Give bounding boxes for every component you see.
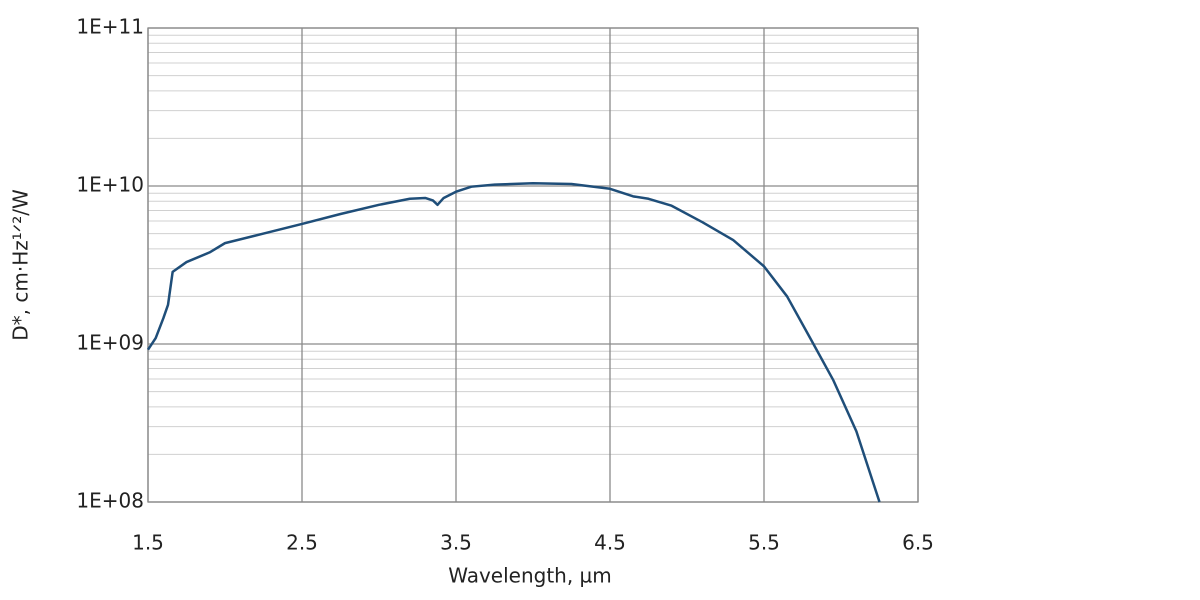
y-tick-label: 1E+11	[76, 15, 144, 39]
y-tick-label: 1E+09	[76, 331, 144, 355]
x-tick-label: 6.5	[902, 531, 934, 555]
y-tick-label: 1E+08	[76, 489, 144, 513]
plot-border	[147, 27, 919, 503]
y-tick-label: 1E+10	[76, 173, 144, 197]
x-axis-label: Wavelength, µm	[448, 564, 612, 588]
y-axis-label: D*, cm·Hz¹ᐟ²/W	[9, 189, 33, 341]
x-tick-label: 3.5	[440, 531, 472, 555]
x-tick-label: 1.5	[132, 531, 164, 555]
x-tick-label: 4.5	[594, 531, 626, 555]
data-line	[146, 182, 881, 503]
x-tick-label: 2.5	[286, 531, 318, 555]
x-tick-label: 5.5	[748, 531, 780, 555]
